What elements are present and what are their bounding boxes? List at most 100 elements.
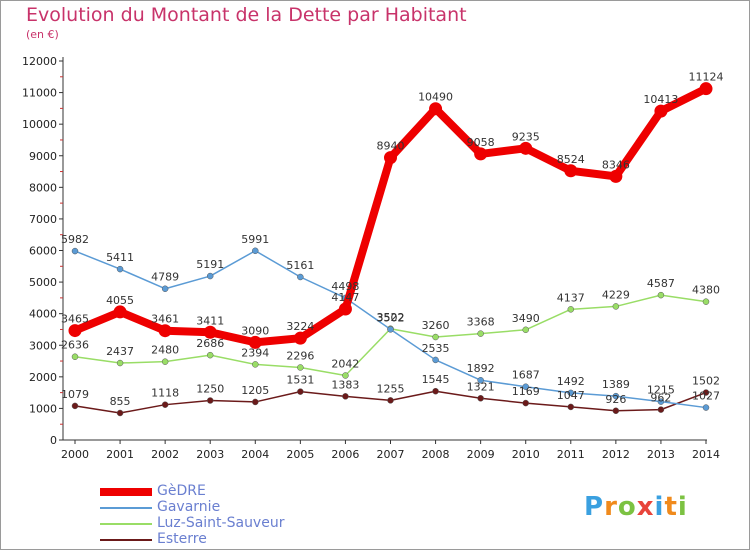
logo-letter: i: [677, 492, 688, 522]
data-point: [116, 409, 124, 417]
data-point: [474, 147, 488, 161]
data-point: [564, 164, 578, 178]
data-point: [113, 305, 127, 319]
data-point: [609, 169, 623, 183]
data-label: 1389: [602, 378, 630, 391]
data-point: [68, 324, 82, 338]
data-point: [161, 401, 169, 408]
x-tick-label: 2013: [647, 448, 675, 461]
data-point: [477, 376, 484, 384]
data-point: [477, 395, 484, 402]
data-point: [522, 399, 529, 407]
data-point: [654, 104, 668, 118]
legend-item: GèDRE: [100, 483, 360, 500]
data-point: [158, 324, 172, 338]
legend-swatch: [100, 507, 152, 509]
y-tick-label: 9000: [29, 150, 57, 163]
data-point: [248, 335, 262, 349]
logo-letter: t: [664, 492, 678, 522]
y-tick-label: 3000: [29, 339, 57, 352]
data-label: 1492: [557, 375, 585, 388]
data-point: [206, 272, 214, 280]
data-label: 3465: [61, 313, 89, 326]
x-tick-label: 2012: [602, 448, 630, 461]
data-label: 5191: [196, 258, 224, 271]
data-point: [297, 364, 304, 371]
data-point: [429, 102, 443, 116]
data-label: 3522: [377, 311, 405, 324]
data-label: 1027: [692, 390, 720, 403]
data-label: 4055: [106, 294, 134, 307]
data-label: 962: [650, 392, 671, 405]
chart-title: Evolution du Montant de la Dette par Hab…: [26, 4, 467, 26]
data-point: [206, 351, 214, 359]
data-label: 2394: [241, 346, 269, 359]
data-label: 1205: [241, 384, 269, 397]
data-point: [567, 403, 575, 411]
data-label: 3368: [467, 316, 495, 329]
y-tick-label: 6000: [29, 245, 57, 258]
data-label: 926: [605, 393, 626, 406]
x-tick-label: 2005: [286, 448, 314, 461]
y-tick-label: 11000: [22, 87, 57, 100]
data-label: 2296: [286, 349, 314, 362]
data-label: 3090: [241, 324, 269, 337]
data-label: 4229: [602, 288, 630, 301]
data-label: 3490: [512, 312, 540, 325]
data-point: [342, 393, 349, 400]
data-point: [293, 331, 307, 345]
data-label: 2636: [61, 339, 89, 352]
data-point: [522, 383, 529, 390]
data-label: 10490: [418, 91, 453, 104]
data-label: 3502: [377, 311, 405, 324]
axes: 0 1000 2000 3000 4000 5000 6000 7000 8000 9000 100…: [22, 55, 720, 461]
data-label: 1687: [512, 369, 540, 382]
data-point: [699, 82, 713, 96]
x-tick-label: 2004: [241, 448, 269, 461]
logo-letter: o: [617, 492, 637, 522]
data-point: [342, 372, 349, 379]
data-label: 1545: [422, 373, 450, 386]
data-label: 3461: [151, 313, 179, 326]
data-label: 8346: [602, 158, 630, 171]
data-point: [432, 333, 439, 341]
data-point: [338, 302, 352, 316]
proxiti-logo: Proxiti: [584, 492, 688, 522]
data-point: [161, 358, 169, 365]
data-label: 1531: [286, 374, 314, 387]
data-point: [477, 330, 484, 337]
legend-item: Luz-Saint-Sauveur: [100, 515, 360, 532]
data-point: [71, 353, 79, 360]
data-point: [252, 398, 259, 406]
data-label: 1047: [557, 389, 585, 402]
legend-swatch: [100, 539, 152, 541]
logo-letter: P: [584, 492, 605, 522]
data-point: [206, 397, 214, 404]
x-tick-label: 2009: [467, 448, 495, 461]
data-label: 1118: [151, 387, 179, 400]
y-tick-label: 1000: [29, 402, 57, 415]
series-gavarnie: [71, 247, 710, 411]
data-point: [116, 359, 124, 367]
data-label: 8524: [557, 153, 585, 166]
data-label: 1169: [512, 385, 540, 398]
data-point: [252, 361, 259, 368]
data-point: [657, 398, 665, 405]
x-tick-label: 2010: [512, 448, 540, 461]
data-point: [252, 247, 259, 255]
series-g-dre: [68, 82, 713, 349]
data-point: [71, 247, 79, 255]
data-label: 9235: [512, 130, 540, 143]
y-tick-label: 7000: [29, 213, 57, 226]
data-point: [612, 392, 620, 400]
data-point: [702, 389, 710, 396]
data-label: 5991: [241, 233, 269, 246]
data-point: [567, 306, 575, 313]
legend-item: Gavarnie: [100, 499, 360, 516]
x-tick-label: 2003: [196, 448, 224, 461]
data-point: [657, 291, 665, 299]
legend-label: Gavarnie: [157, 499, 221, 515]
series-layer: [68, 82, 713, 417]
series-line: [71, 84, 710, 347]
